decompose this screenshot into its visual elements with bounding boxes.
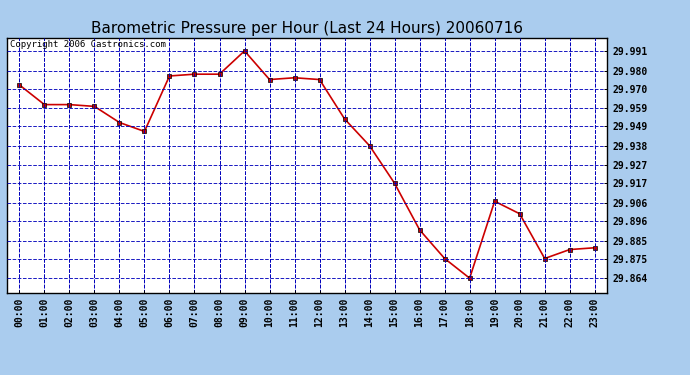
Title: Barometric Pressure per Hour (Last 24 Hours) 20060716: Barometric Pressure per Hour (Last 24 Ho… [91, 21, 523, 36]
Text: Copyright 2006 Castronics.com: Copyright 2006 Castronics.com [10, 40, 166, 49]
